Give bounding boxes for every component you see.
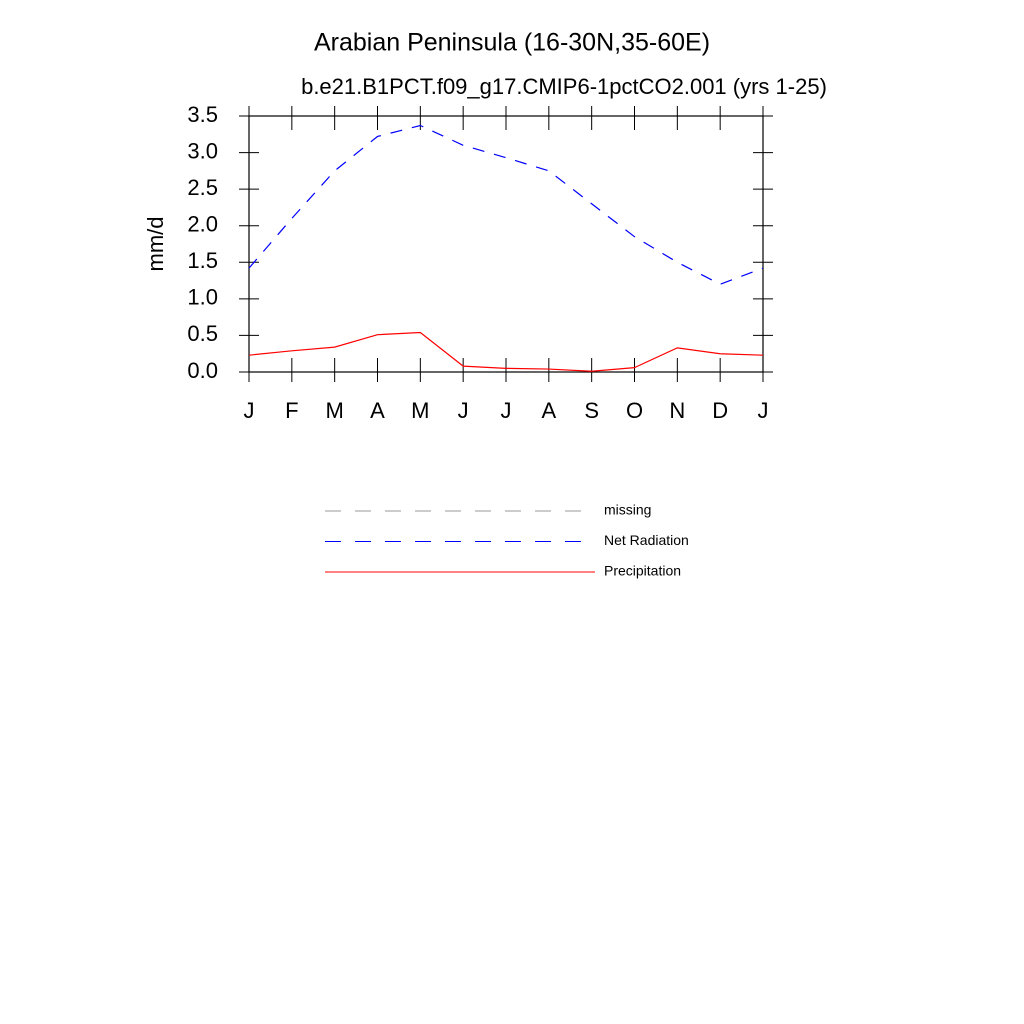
y-axis-label: mm/d	[143, 217, 168, 272]
x-tick-label: F	[285, 398, 298, 423]
series-line	[248, 124, 764, 285]
x-tick-label: A	[370, 398, 385, 423]
x-tick-label: D	[712, 398, 728, 423]
y-tick-label: 2.0	[187, 212, 218, 237]
legend-label: missing	[604, 502, 651, 518]
y-tick-label: 1.0	[187, 285, 218, 310]
x-tick-label: M	[411, 398, 429, 423]
x-tick-label: S	[584, 398, 599, 423]
y-tick-label: 1.5	[187, 248, 218, 273]
legend-label: Net Radiation	[604, 532, 689, 548]
chart-subtitle: b.e21.B1PCT.f09_g17.CMIP6-1pctCO2.001 (y…	[301, 74, 827, 99]
x-tick-label: O	[626, 398, 643, 423]
x-tick-label: J	[244, 398, 255, 423]
plot-frame	[248, 115, 764, 373]
y-tick-label: 3.0	[187, 138, 218, 163]
chart-title: Arabian Peninsula (16-30N,35-60E)	[314, 29, 710, 57]
x-tick-label: N	[669, 398, 685, 423]
x-tick-label: J	[458, 398, 469, 423]
y-tick-label: 3.5	[187, 102, 218, 127]
series-line	[248, 331, 764, 372]
x-tick-label: M	[326, 398, 344, 423]
y-tick-label: 0.5	[187, 321, 218, 346]
x-tick-label: J	[758, 398, 769, 423]
legend-label: Precipitation	[604, 563, 681, 579]
y-tick-label: 0.0	[187, 358, 218, 383]
y-tick-label: 2.5	[187, 175, 218, 200]
x-tick-label: J	[501, 398, 512, 423]
x-tick-label: A	[541, 398, 556, 423]
